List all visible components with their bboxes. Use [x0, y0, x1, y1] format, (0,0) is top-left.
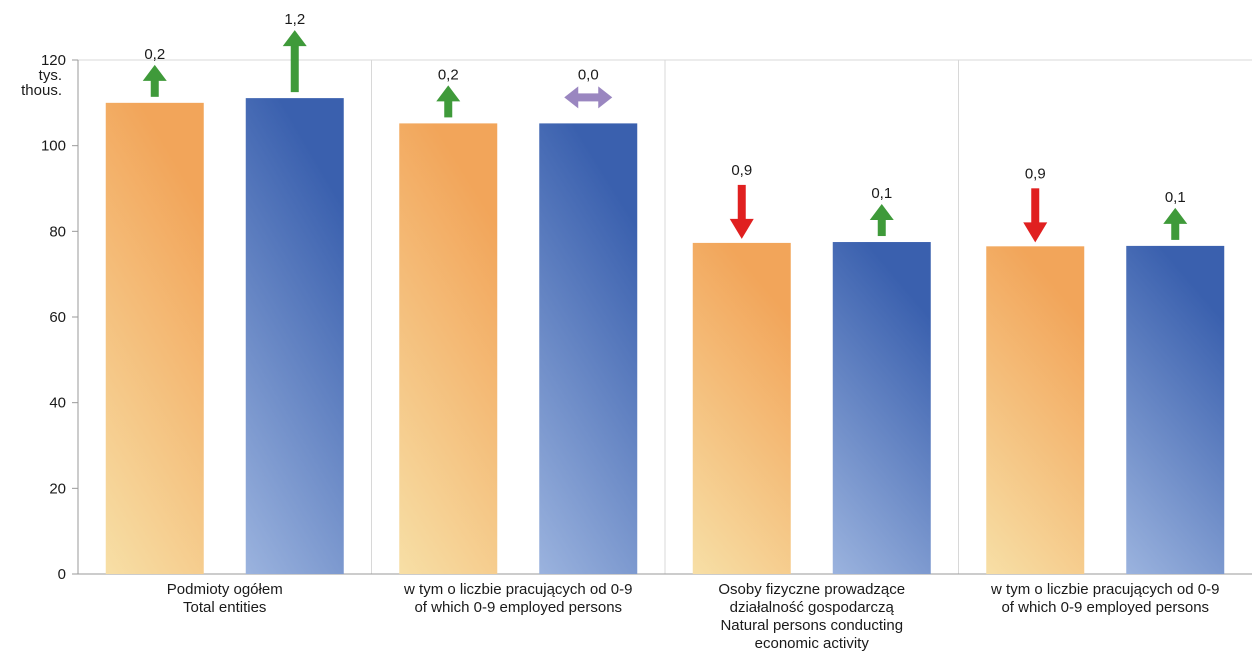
bar-series-b — [1126, 245, 1225, 574]
bar-series-a — [986, 246, 1085, 574]
grid-layer — [78, 59, 1252, 574]
x-category-label: Total entities — [183, 599, 266, 616]
x-category-label: Natural persons conducting — [720, 617, 903, 634]
y-tick-label: 60 — [49, 309, 66, 326]
change-label: 0,9 — [1025, 165, 1046, 182]
change-label: 0,9 — [731, 162, 752, 179]
x-category-label: of which 0-9 employed persons — [1001, 599, 1209, 616]
bar-series-b — [245, 98, 344, 574]
x-category-label: economic activity — [755, 635, 870, 652]
y-unit-label: tys. — [39, 67, 62, 84]
change-label: 0,2 — [144, 46, 165, 63]
change-arrow-up — [436, 85, 461, 118]
change-arrow-neutral — [564, 86, 613, 109]
change-arrows-layer: 0,2 1,2 0,2 0,0 0,9 0,1 0,9 0,1 — [142, 11, 1188, 243]
change-arrow-up — [869, 204, 894, 237]
y-tick-label: 100 — [41, 138, 66, 155]
bar-series-a — [399, 123, 498, 574]
bars-layer — [105, 98, 1225, 575]
x-category-label: Osoby fizyczne prowadzące — [718, 581, 905, 598]
x-category-label: Podmioty ogółem — [167, 581, 283, 598]
change-arrow-up — [282, 30, 307, 93]
x-category-label: of which 0-9 employed persons — [414, 599, 622, 616]
x-category-label: działalność gospodarczą — [730, 599, 895, 616]
bar-series-b — [539, 123, 638, 574]
change-label: 1,2 — [284, 11, 305, 28]
x-category-label: w tym o liczbie pracujących od 0-9 — [990, 581, 1219, 598]
change-arrow-up — [1163, 207, 1188, 240]
y-tick-label: 40 — [49, 395, 66, 412]
change-label: 0,1 — [871, 185, 892, 202]
bar-series-a — [692, 242, 791, 575]
change-label: 0,0 — [578, 66, 599, 83]
y-unit-label: thous. — [21, 82, 62, 99]
x-category-label: w tym o liczbie pracujących od 0-9 — [403, 581, 632, 598]
bar-series-b — [832, 242, 931, 574]
change-arrow-down — [729, 184, 754, 239]
bar-series-a — [105, 102, 204, 574]
change-arrow-down — [1023, 188, 1048, 243]
change-arrow-up — [142, 64, 167, 97]
change-label: 0,1 — [1165, 189, 1186, 206]
y-tick-label: 20 — [49, 480, 66, 497]
y-tick-label: 120 — [41, 52, 66, 69]
y-tick-label: 80 — [49, 223, 66, 240]
y-tick-label: 0 — [58, 566, 66, 583]
change-label: 0,2 — [438, 66, 459, 83]
